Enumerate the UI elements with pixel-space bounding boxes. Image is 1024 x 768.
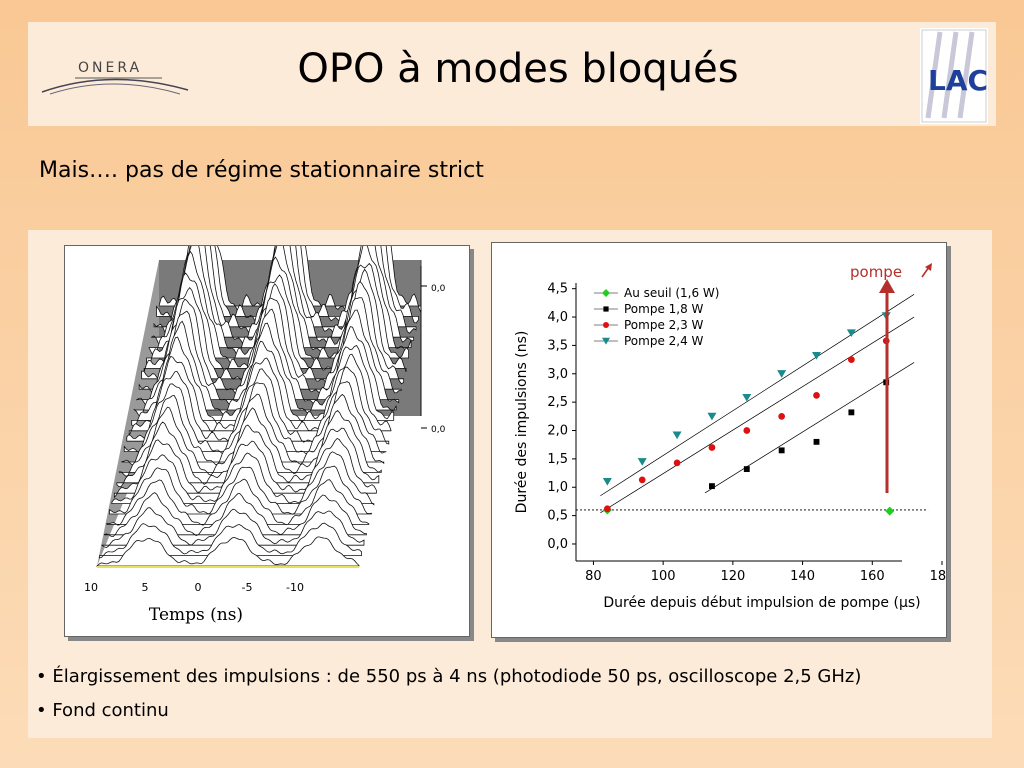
- onera-logo-text: ONERA: [78, 60, 142, 76]
- scatter-x-tick-label: 140: [790, 569, 815, 584]
- scatter-y-tick-label: 2,0: [547, 424, 568, 439]
- scatter-x-tick-label: 80: [585, 569, 602, 584]
- scatter-chart-panel: 0,0 0,5 1,0 1,5 2,0 2,5 3,0 3,5 4,0 4,5 80 100 120 14…: [491, 242, 954, 638]
- scatter-point: [743, 466, 750, 473]
- bullet-list: • Élargissement des impulsions : de 550 …: [36, 660, 861, 728]
- waterfall-side-wall: [97, 260, 159, 566]
- legend-label: Pompe 1,8 W: [624, 302, 704, 316]
- scatter-point: [812, 352, 822, 360]
- legend-marker: [602, 337, 610, 345]
- slide-subtitle: Mais…. pas de régime stationnaire strict: [39, 158, 484, 183]
- scatter-point: [885, 506, 895, 516]
- pump-arrow-head: [879, 279, 895, 293]
- scatter-y-tick-label: 3,5: [547, 338, 568, 353]
- scatter-point: [813, 391, 820, 399]
- content-area: 0,0 0,0 10 5 0 -5 -10 Temps (ns) 0,0 0,5 1,0 1,5 2,…: [28, 185, 992, 738]
- scatter-x-axis-label: Durée depuis début impulsion de pompe (µ…: [603, 595, 920, 611]
- scatter-point: [672, 431, 682, 440]
- scatter-x-tick-label: 160: [860, 569, 885, 584]
- scatter-point: [846, 329, 856, 337]
- scatter-fit-line: [600, 316, 915, 514]
- scatter-y-tick-label: 4,0: [547, 310, 568, 325]
- waterfall-trace: [96, 536, 360, 568]
- scatter-series: [602, 312, 891, 486]
- legend-label: Pompe 2,3 W: [624, 318, 704, 332]
- scatter-point: [708, 444, 716, 451]
- legend-marker: [603, 306, 609, 312]
- scatter-y-tick-label: 3,0: [547, 367, 568, 382]
- onera-logo: ONERA: [40, 50, 190, 110]
- scatter-series: [602, 505, 895, 516]
- waterfall-x-tick-label: 5: [142, 581, 149, 594]
- lac-logo-text: LAC: [928, 64, 988, 97]
- scatter-series: [603, 337, 890, 513]
- scatter-x-tick-label: 180: [930, 569, 946, 584]
- scatter-point: [847, 356, 855, 363]
- scatter-point: [742, 394, 752, 402]
- scatter-point: [673, 459, 681, 467]
- waterfall-x-tick-label: -10: [286, 581, 304, 594]
- scatter-chart: 0,0 0,5 1,0 1,5 2,0 2,5 3,0 3,5 4,0 4,5 80 100 120 14…: [514, 263, 954, 611]
- pump-annotation-arrowhead: [925, 263, 932, 271]
- scatter-point: [778, 412, 786, 420]
- scatter-point: [707, 412, 717, 421]
- scatter-y-tick-label: 4,5: [547, 282, 568, 297]
- scatter-point: [743, 427, 751, 434]
- legend-marker: [603, 322, 609, 328]
- scatter-y-axis-label: Durée des impulsions (ns): [514, 331, 530, 514]
- scatter-point: [778, 447, 785, 454]
- waterfall-x-axis-label: Temps (ns): [149, 605, 243, 625]
- scatter-point: [638, 476, 646, 484]
- scatter-point: [602, 477, 612, 486]
- scatter-x-tick-label: 120: [720, 569, 745, 584]
- legend-label: Au seuil (1,6 W): [624, 286, 719, 300]
- scatter-y-tick-label: 1,0: [547, 480, 568, 495]
- slide-title: OPO à modes bloqués: [297, 46, 739, 92]
- scatter-y-tick-label: 2,5: [547, 395, 568, 410]
- waterfall-x-tick-label: 10: [84, 581, 98, 594]
- scatter-point: [637, 458, 647, 466]
- legend-marker: [602, 289, 610, 297]
- scatter-x-tick-label: 100: [651, 569, 676, 584]
- scatter-fit-line: [600, 294, 915, 497]
- bullet-item: • Élargissement des impulsions : de 550 …: [36, 666, 862, 687]
- waterfall-x-tick-label: 0: [195, 581, 202, 594]
- scatter-point: [777, 370, 787, 378]
- legend-label: Pompe 2,4 W: [624, 334, 704, 348]
- scatter-point: [709, 483, 715, 490]
- header-band: ONERA OPO à modes bloqués LAC: [28, 22, 996, 126]
- scatter-point: [813, 438, 820, 445]
- scatter-point: [848, 409, 855, 416]
- scatter-y-tick-label: 0,5: [547, 509, 568, 524]
- lac-logo: LAC: [920, 28, 988, 124]
- waterfall-right-tick-label: 0,0: [431, 284, 446, 294]
- scatter-y-tick-label: 1,5: [547, 452, 568, 467]
- waterfall-right-tick-label: 0,0: [431, 425, 446, 435]
- waterfall-plot-panel: 0,0 0,0 10 5 0 -5 -10 Temps (ns): [64, 185, 470, 637]
- bullet-item: • Fond continu: [36, 700, 169, 721]
- waterfall-plot: 0,0 0,0 10 5 0 -5 -10 Temps (ns): [84, 185, 446, 625]
- scatter-fit-line: [704, 362, 915, 494]
- scatter-y-tick-label: 0,0: [547, 537, 568, 552]
- pump-annotation-label: pompe: [850, 263, 902, 281]
- waterfall-x-tick-label: -5: [242, 581, 253, 594]
- scatter-point: [603, 505, 611, 513]
